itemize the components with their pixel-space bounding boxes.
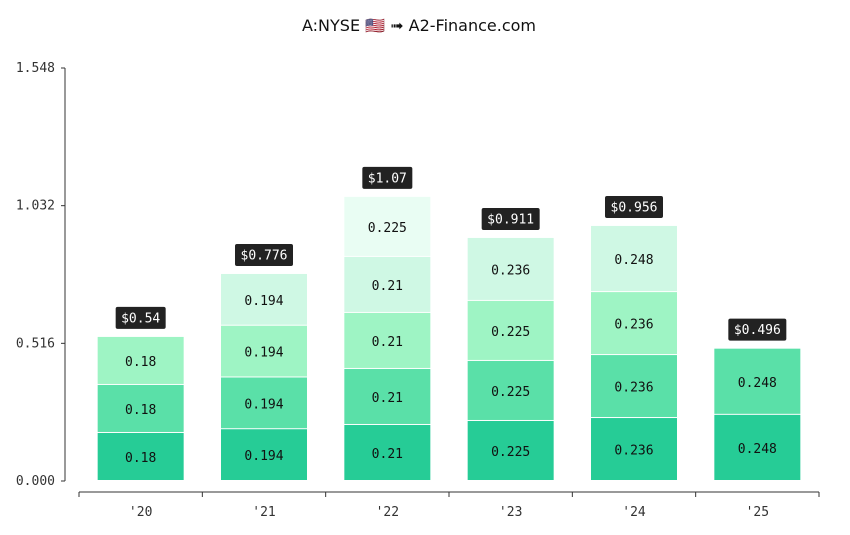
total-label-badge — [115, 306, 166, 329]
segment-value-label: 0.248 — [614, 253, 653, 268]
bar-segment — [344, 368, 431, 424]
x-tick-label: '22 — [376, 505, 399, 520]
segment-value-label: 0.194 — [244, 449, 283, 464]
chart-title: A:NYSE 🇺🇸 ➟ A2-Finance.com — [301, 16, 536, 35]
bar-segment — [467, 420, 554, 480]
segment-value-label: 0.236 — [614, 318, 653, 333]
bar-segment — [97, 336, 184, 384]
segment-value-label: 0.21 — [372, 279, 403, 294]
bar-segment — [97, 432, 184, 480]
total-value-label: $0.776 — [241, 248, 288, 263]
segment-value-label: 0.225 — [491, 445, 530, 460]
bar-segment — [97, 384, 184, 432]
bar-segment — [221, 377, 307, 429]
total-label-badge — [235, 243, 293, 266]
segment-value-label: 0.21 — [372, 447, 403, 462]
bar-segment — [344, 424, 431, 480]
bar-segment — [221, 429, 307, 480]
bar-segment — [344, 196, 431, 256]
total-value-label: $1.07 — [368, 171, 407, 186]
bar-segment — [221, 273, 307, 325]
x-tick-label: '23 — [499, 505, 522, 520]
x-tick-label: '20 — [129, 505, 152, 520]
total-label-badge — [362, 166, 413, 189]
bar-segment — [591, 225, 677, 292]
segment-value-label: 0.18 — [125, 355, 156, 370]
total-label-badge — [605, 195, 663, 218]
total-value-label: $0.54 — [121, 311, 160, 326]
segment-value-label: 0.248 — [738, 376, 777, 391]
x-tick-label: '25 — [746, 505, 769, 520]
segment-value-label: 0.18 — [125, 403, 156, 418]
bar-segment — [714, 348, 801, 414]
x-tick-label: '21 — [252, 505, 275, 520]
segment-value-label: 0.194 — [244, 294, 283, 309]
bar-segment — [221, 325, 307, 377]
total-value-label: $0.911 — [487, 212, 534, 227]
segment-value-label: 0.194 — [244, 346, 283, 361]
y-tick-label: 0.000 — [16, 474, 55, 489]
bar-segment — [467, 300, 554, 360]
bar-segment — [467, 360, 554, 420]
segment-value-label: 0.21 — [372, 391, 403, 406]
segment-value-label: 0.236 — [614, 381, 653, 396]
y-tick-label: 0.516 — [16, 336, 55, 351]
bar-segment — [344, 312, 431, 368]
total-label-badge — [481, 207, 540, 230]
total-label-badge — [728, 318, 787, 341]
segment-value-label: 0.236 — [614, 444, 653, 459]
segment-value-label: 0.225 — [491, 325, 530, 340]
segment-value-label: 0.248 — [738, 442, 777, 457]
bar-segment — [467, 237, 554, 300]
bar-segment — [344, 256, 431, 312]
segment-value-label: 0.194 — [244, 397, 283, 412]
segment-value-label: 0.236 — [491, 263, 530, 278]
y-tick-label: 1.032 — [16, 199, 55, 214]
total-value-label: $0.496 — [734, 323, 781, 338]
segment-value-label: 0.18 — [125, 451, 156, 466]
y-tick-label: 1.548 — [16, 61, 55, 76]
bar-segment — [714, 414, 801, 480]
segment-value-label: 0.21 — [372, 335, 403, 350]
segment-value-label: 0.225 — [368, 221, 407, 236]
x-tick-label: '24 — [622, 505, 646, 520]
bar-segment — [591, 418, 677, 480]
bar-segment — [591, 292, 677, 355]
bar-segment — [591, 355, 677, 418]
segment-value-label: 0.225 — [491, 385, 530, 400]
total-value-label: $0.956 — [611, 200, 658, 215]
